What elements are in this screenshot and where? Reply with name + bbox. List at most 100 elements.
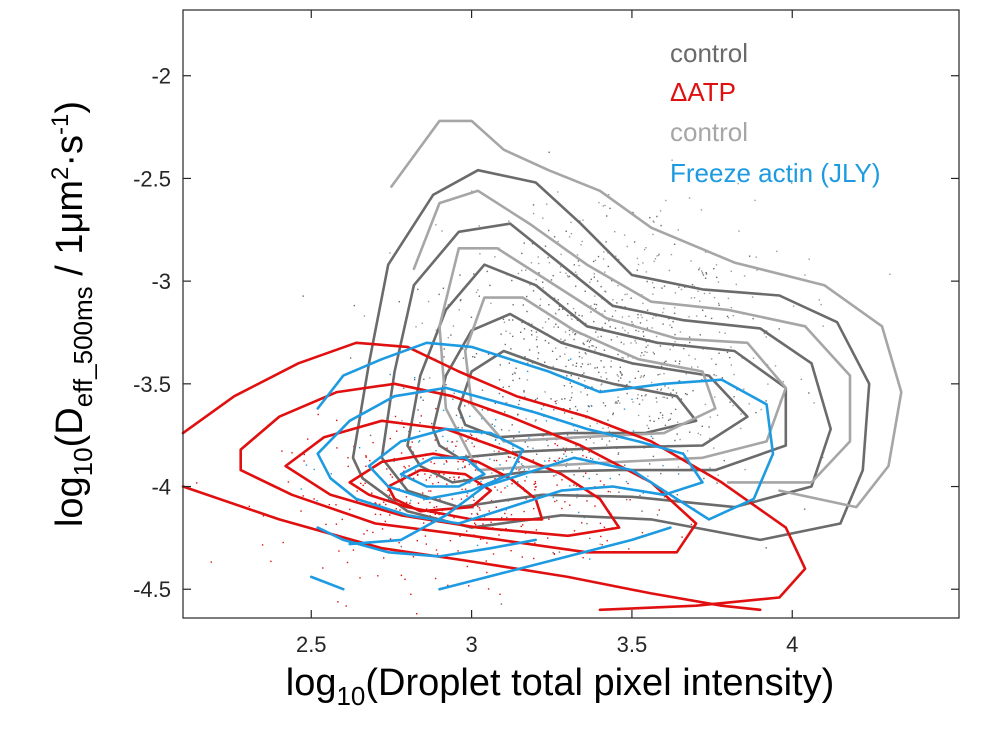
scatter-point bbox=[640, 375, 643, 377]
scatter-point bbox=[482, 538, 484, 540]
scatter-point bbox=[474, 356, 476, 358]
x-axis-title-rest: (Droplet total pixel intensity) bbox=[365, 662, 834, 704]
scatter-point bbox=[576, 273, 578, 276]
scatter-point bbox=[674, 333, 676, 336]
scatter-point bbox=[400, 452, 403, 454]
scatter-point bbox=[384, 520, 386, 523]
scatter-point bbox=[621, 299, 623, 301]
y-axis-title-sup2: -1 bbox=[47, 114, 74, 135]
scatter-point bbox=[291, 452, 293, 454]
scatter-point bbox=[438, 513, 440, 516]
scatter-point bbox=[594, 259, 597, 261]
scatter-point bbox=[652, 351, 654, 354]
scatter-point bbox=[800, 378, 802, 380]
scatter-point bbox=[659, 412, 662, 414]
scatter-point bbox=[737, 182, 739, 185]
scatter-point bbox=[688, 197, 691, 199]
scatter-point bbox=[587, 363, 589, 366]
scatter-point bbox=[504, 343, 506, 346]
scatter-point bbox=[391, 476, 393, 478]
scatter-point bbox=[660, 472, 662, 475]
scatter-point bbox=[803, 508, 806, 510]
scatter-point bbox=[514, 456, 516, 459]
scatter-point bbox=[468, 482, 471, 484]
scatter-point bbox=[477, 505, 479, 508]
scatter-point bbox=[645, 271, 648, 273]
scatter-point bbox=[653, 420, 655, 422]
scatter-point bbox=[684, 393, 687, 395]
scatter-point bbox=[585, 456, 588, 459]
scatter-point bbox=[349, 357, 352, 359]
scatter-point bbox=[662, 323, 664, 325]
scatter-point bbox=[767, 383, 769, 385]
scatter-point bbox=[435, 549, 438, 551]
scatter-point bbox=[429, 377, 431, 379]
scatter-point bbox=[596, 473, 598, 476]
scatter-point bbox=[582, 557, 584, 559]
scatter-point bbox=[464, 466, 466, 468]
scatter-point bbox=[666, 397, 668, 399]
scatter-point bbox=[449, 539, 452, 542]
scatter-point bbox=[441, 230, 443, 232]
scatter-point bbox=[616, 302, 618, 304]
y-tick-label: -3.5 bbox=[133, 372, 171, 397]
scatter-point bbox=[413, 378, 416, 381]
scatter-point bbox=[523, 469, 525, 471]
contour-line bbox=[351, 168, 871, 542]
scatter-point bbox=[491, 472, 493, 474]
scatter-point bbox=[520, 463, 523, 465]
scatter-point bbox=[667, 387, 670, 389]
scatter-point bbox=[532, 447, 534, 449]
scatter-point bbox=[574, 311, 577, 314]
scatter-point bbox=[715, 374, 717, 377]
scatter-point bbox=[509, 332, 511, 335]
scatter-point bbox=[394, 415, 397, 418]
scatter-point bbox=[621, 357, 623, 359]
scatter-point bbox=[527, 362, 529, 364]
scatter-point bbox=[663, 373, 665, 375]
scatter-point bbox=[550, 279, 553, 281]
scatter-point bbox=[591, 386, 593, 388]
scatter-point bbox=[395, 508, 397, 510]
scatter-point bbox=[575, 362, 578, 364]
scatter-point bbox=[528, 349, 531, 351]
density-contours bbox=[181, 119, 903, 612]
scatter-point bbox=[502, 469, 504, 471]
scatter-point bbox=[479, 509, 481, 511]
legend-entry-freeze-actin: Freeze actin (JLY) bbox=[670, 158, 880, 188]
scatter-point bbox=[453, 476, 455, 478]
scatter-point bbox=[714, 396, 716, 398]
scatter-point bbox=[498, 379, 501, 381]
scatter-point bbox=[724, 332, 726, 334]
scatter-point bbox=[686, 393, 688, 396]
scatter-point bbox=[609, 477, 611, 480]
scatter-point bbox=[752, 357, 755, 359]
legend-entry-control-dark: control bbox=[670, 38, 748, 68]
scatter-point bbox=[420, 415, 422, 417]
scatter-point bbox=[590, 278, 592, 281]
scatter-point bbox=[410, 446, 412, 448]
scatter-point bbox=[782, 380, 785, 383]
scatter-point bbox=[680, 288, 683, 291]
scatter-point bbox=[575, 365, 577, 367]
scatter-point bbox=[494, 402, 496, 404]
scatter-point bbox=[636, 269, 638, 271]
scatter-point bbox=[443, 473, 445, 476]
scatter-point bbox=[494, 439, 497, 441]
scatter-point bbox=[544, 321, 547, 323]
scatter-point bbox=[627, 482, 629, 485]
scatter-point bbox=[520, 525, 522, 528]
scatter-point bbox=[647, 475, 649, 477]
scatter-point bbox=[598, 201, 600, 204]
scatter-point bbox=[617, 380, 620, 382]
scatter-point bbox=[526, 310, 528, 313]
scatter-point bbox=[393, 457, 395, 460]
scatter-point bbox=[576, 409, 579, 411]
scatter-point bbox=[375, 502, 377, 505]
scatter-point bbox=[345, 605, 347, 607]
scatter-point bbox=[389, 473, 392, 476]
scatter-point bbox=[261, 544, 264, 546]
scatter-point bbox=[548, 457, 551, 460]
scatter-point bbox=[544, 339, 547, 342]
scatter-point bbox=[641, 316, 643, 319]
